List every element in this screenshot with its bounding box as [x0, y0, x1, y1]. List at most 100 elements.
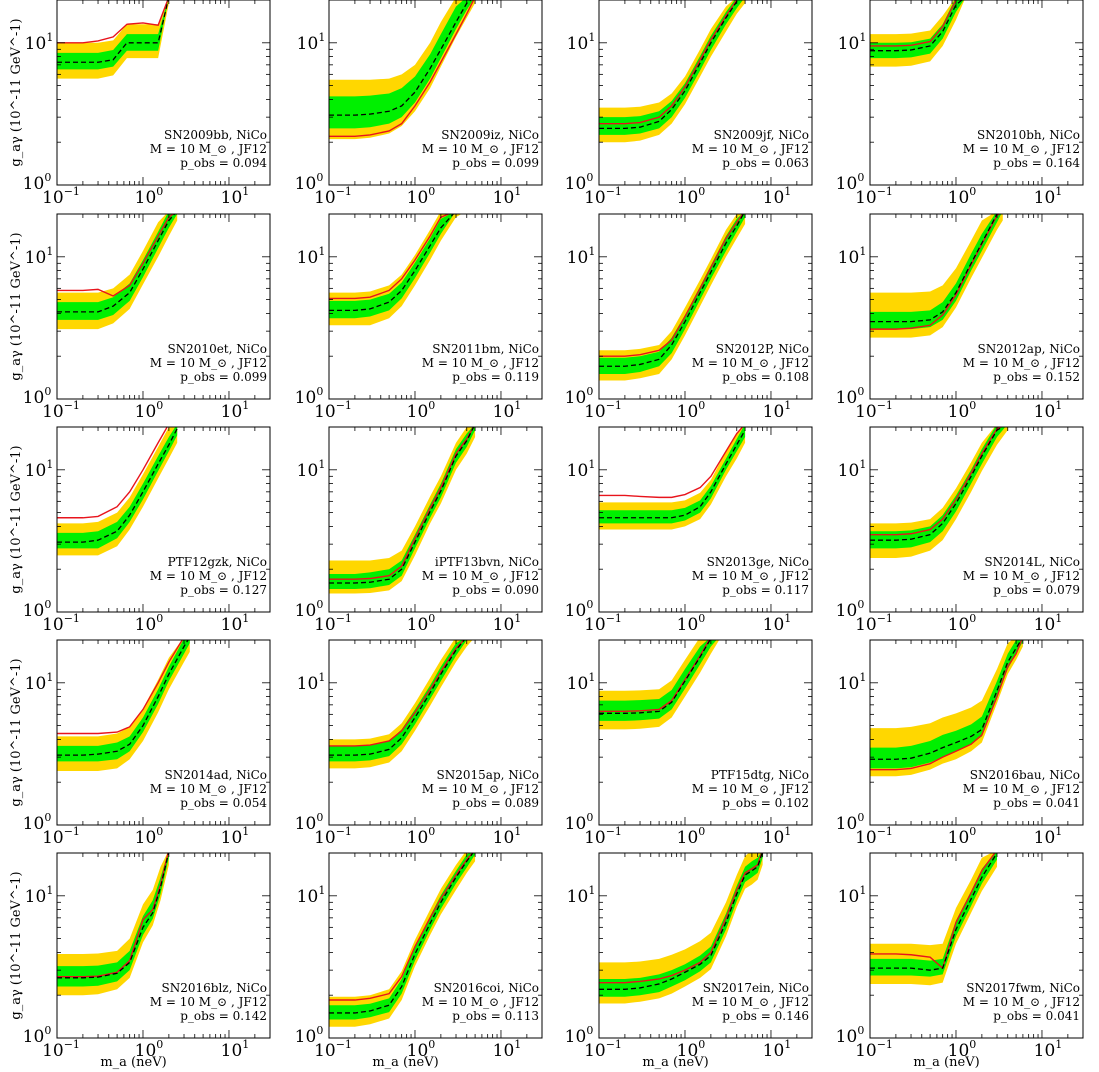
x-tick-label: 10−1: [855, 1038, 893, 1061]
expected-line: [870, 214, 999, 323]
panel-model: M = 10 M_⊙ , JF12: [692, 782, 809, 796]
panel-model: M = 10 M_⊙ , JF12: [150, 569, 267, 583]
x-axis-label: m_a (neV): [642, 1055, 708, 1070]
y-axis-label: g_aγ (10^-11 GeV^-1): [9, 232, 24, 380]
y-tick-label: 101: [567, 884, 596, 907]
ticks: [869, 0, 1084, 185]
x-tick-label: 10−1: [314, 1038, 352, 1061]
observed-line: [57, 640, 184, 735]
plot-area: [870, 640, 1023, 777]
x-tick-label: 101: [1034, 399, 1063, 422]
x-tick-label: 101: [1034, 185, 1063, 208]
x-tick-label: 101: [763, 612, 792, 635]
panel-model: M = 10 M_⊙ , JF12: [422, 142, 539, 156]
expected-line: [57, 214, 176, 313]
panel-pobs: p_obs = 0.099: [180, 370, 267, 384]
panel-title: SN2016coi, NiCo: [434, 981, 539, 995]
plot-area: [870, 0, 965, 67]
ticks: [328, 0, 543, 185]
panel-model: M = 10 M_⊙ , JF12: [422, 569, 539, 583]
y-tick-label: 101: [838, 884, 867, 907]
observed-line: [599, 853, 763, 984]
panel-pobs: p_obs = 0.113: [452, 1009, 539, 1023]
observed-line: [57, 853, 169, 978]
x-tick-label: 101: [763, 399, 792, 422]
panel-frame: [328, 639, 543, 826]
plot-area: [870, 214, 1003, 338]
y-tick-label: 101: [25, 671, 54, 694]
expected-line: [57, 640, 189, 756]
x-tick-label: 100: [135, 1038, 164, 1061]
x-tick-label: 101: [221, 185, 250, 208]
panel-frame: [869, 426, 1084, 613]
band-1sigma: [57, 640, 190, 762]
x-tick-label: 100: [948, 399, 977, 422]
expected-line: [329, 214, 455, 312]
y-tick-label: 100: [295, 385, 324, 408]
observed-line: [870, 0, 959, 47]
panel-model: M = 10 M_⊙ , JF12: [150, 782, 267, 796]
panel-pobs: p_obs = 0.119: [452, 370, 539, 384]
expected-line: [599, 853, 763, 990]
ticks: [869, 426, 1084, 612]
x-tick-label: 10−1: [584, 825, 622, 848]
panel-model: M = 10 M_⊙ , JF12: [692, 995, 809, 1009]
panel-pobs: p_obs = 0.041: [993, 796, 1080, 810]
y-tick-label: 100: [295, 171, 324, 194]
y-tick-label: 100: [565, 171, 594, 194]
panel-pobs: p_obs = 0.099: [452, 156, 539, 170]
y-tick-label: 100: [836, 598, 865, 621]
expected-line: [870, 0, 964, 52]
y-tick-label: 100: [295, 598, 324, 621]
x-tick-label: 100: [948, 185, 977, 208]
x-tick-label: 100: [677, 185, 706, 208]
panel-pobs: p_obs = 0.117: [722, 583, 809, 597]
panel-pobs: p_obs = 0.041: [993, 1009, 1080, 1023]
y-tick-label: 101: [25, 245, 54, 268]
ticks: [328, 852, 543, 1038]
band-1sigma: [329, 214, 455, 319]
x-tick-label: 10−1: [855, 399, 893, 422]
band-1sigma: [57, 0, 169, 70]
band-2sigma: [870, 427, 1008, 558]
panel-title: PTF12gzk, NiCo: [168, 555, 267, 569]
plot-area: [329, 427, 476, 594]
x-tick-label: 101: [493, 399, 522, 422]
observed-line: [599, 0, 739, 125]
band-1sigma: [599, 640, 717, 721]
y-tick-label: 100: [565, 385, 594, 408]
x-tick-label: 10−1: [584, 612, 622, 635]
band-2sigma: [599, 0, 746, 143]
panel-model: M = 10 M_⊙ , JF12: [422, 782, 539, 796]
band-2sigma: [57, 853, 169, 996]
x-axis-label: m_a (neV): [100, 1055, 166, 1070]
panel-pobs: p_obs = 0.146: [722, 1009, 809, 1023]
panel-frame: [598, 639, 813, 826]
ticks: [598, 213, 813, 399]
panel-model: M = 10 M_⊙ , JF12: [963, 142, 1080, 156]
expected-line: [57, 0, 169, 63]
panel-title: SN2009jf, NiCo: [714, 128, 809, 142]
plot-area: [329, 640, 473, 769]
panel-pobs: p_obs = 0.094: [180, 156, 267, 170]
band-2sigma: [870, 640, 1023, 777]
y-axis-label: g_aγ (10^-11 GeV^-1): [9, 871, 24, 1019]
y-tick-label: 100: [836, 171, 865, 194]
y-tick-label: 100: [295, 811, 324, 834]
y-tick-label: 100: [23, 1024, 52, 1047]
band-1sigma: [329, 427, 476, 590]
x-tick-label: 100: [407, 399, 436, 422]
x-tick-label: 100: [135, 612, 164, 635]
y-tick-label: 101: [25, 458, 54, 481]
x-tick-label: 100: [407, 1038, 436, 1061]
panel-pobs: p_obs = 0.108: [722, 370, 809, 384]
ticks: [598, 639, 813, 825]
panel-title: SN2010et, NiCo: [167, 342, 267, 356]
panel-frame: [598, 0, 813, 186]
